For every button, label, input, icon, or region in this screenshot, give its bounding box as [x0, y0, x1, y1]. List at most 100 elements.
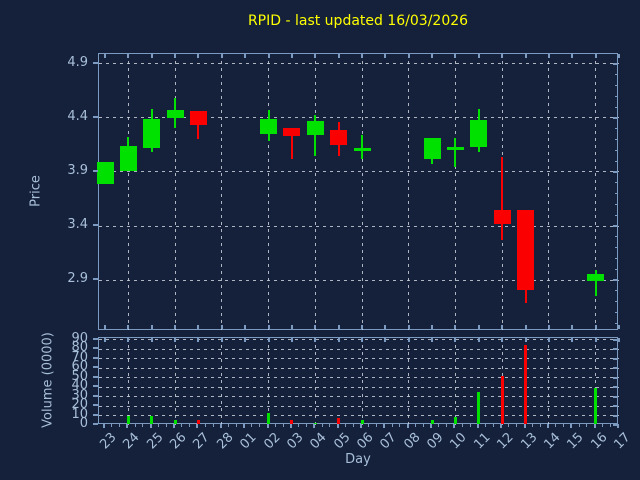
volume-major-tick-left — [93, 366, 98, 369]
day-tick-volume-top — [501, 338, 504, 342]
price-gridline — [99, 63, 619, 65]
price-minor-tick-right — [615, 117, 618, 119]
volume-bar — [173, 420, 177, 424]
x-tick-label: 02 — [260, 430, 284, 453]
day-minor-tick — [251, 424, 253, 427]
price-minor-tick-right — [615, 258, 618, 259]
price-vgridline — [127, 54, 129, 331]
price-minor-tick-right — [615, 236, 618, 238]
price-major-tick-left — [93, 278, 98, 281]
day-minor-tick — [298, 424, 300, 427]
day-minor-tick — [461, 424, 463, 427]
volume-major-tick-right — [613, 367, 618, 370]
day-tick-bottom — [314, 325, 317, 329]
chart-title: RPID - last updated 16/03/2026 — [247, 13, 469, 29]
day-tick-volume-bottom — [406, 424, 409, 428]
day-minor-tick — [391, 424, 393, 427]
day-tick-bottom — [197, 325, 200, 329]
day-tick-top — [290, 54, 293, 58]
candle-body — [330, 129, 348, 145]
day-tick-top — [244, 54, 247, 58]
volume-vgridline — [174, 338, 176, 425]
day-tick-bottom — [244, 325, 247, 329]
day-tick-top — [454, 54, 457, 58]
day-tick-volume-bottom — [103, 424, 105, 428]
volume-bar — [477, 391, 481, 424]
x-tick-label: 07 — [377, 430, 400, 453]
day-minor-tick — [376, 424, 378, 427]
day-minor-tick — [555, 424, 557, 427]
day-tick-volume-top — [220, 338, 223, 342]
candle-body — [119, 145, 137, 171]
volume-major-tick-right — [613, 357, 618, 360]
day-minor-tick — [158, 424, 159, 427]
volume-major-tick-left — [93, 423, 98, 425]
volume-major-tick-right — [613, 376, 618, 379]
day-tick-volume-top — [314, 338, 317, 342]
volume-plot-area — [98, 337, 620, 426]
day-tick-volume-top — [104, 338, 106, 342]
day-tick-top — [431, 54, 434, 58]
price-minor-tick-right — [615, 171, 618, 173]
volume-gridline — [99, 377, 619, 379]
price-tick-label: 3.9 — [67, 162, 88, 178]
day-minor-tick — [578, 424, 580, 427]
day-tick-volume-bottom — [476, 424, 479, 428]
day-tick-volume-bottom — [173, 424, 176, 428]
day-tick-volume-bottom — [430, 424, 433, 428]
day-tick-bottom — [104, 325, 106, 329]
volume-bar — [453, 417, 457, 424]
volume-major-tick-right — [613, 348, 618, 351]
volume-vgridline — [595, 338, 597, 425]
price-minor-tick-right — [615, 312, 618, 314]
day-tick-top — [594, 54, 597, 58]
price-vgridline — [221, 54, 223, 331]
day-minor-tick — [586, 424, 588, 427]
price-minor-tick-right — [615, 268, 618, 270]
day-tick-top — [220, 54, 223, 58]
price-minor-tick-right — [615, 160, 618, 162]
day-tick-bottom — [407, 325, 410, 329]
candle-body — [306, 121, 324, 136]
volume-tick-label: 20 — [71, 397, 88, 413]
x-tick-label: 24 — [120, 430, 143, 453]
candle-wick — [197, 111, 200, 140]
day-tick-volume-bottom — [266, 424, 269, 428]
day-tick-volume-bottom — [617, 424, 619, 428]
day-minor-tick — [165, 424, 167, 427]
day-minor-tick — [539, 424, 541, 427]
day-tick-top — [524, 54, 527, 58]
price-minor-tick-right — [615, 193, 618, 195]
volume-tick-label: 60 — [71, 359, 88, 375]
candle-body — [470, 120, 488, 148]
candle-body — [517, 209, 535, 290]
volume-tick-label: 0 — [79, 416, 88, 431]
day-minor-tick — [305, 424, 307, 427]
price-major-tick-left — [93, 224, 98, 227]
day-tick-bottom — [267, 325, 270, 329]
x-tick-label: 26 — [167, 430, 190, 453]
day-minor-tick — [485, 424, 487, 427]
day-tick-volume-top — [477, 338, 480, 342]
price-gridline — [99, 279, 619, 281]
volume-bar — [360, 420, 364, 424]
candle-wick — [454, 138, 457, 167]
day-tick-bottom — [594, 325, 597, 329]
volume-vgridline — [454, 338, 456, 425]
volume-major-tick-left — [93, 337, 98, 340]
day-tick-volume-bottom — [149, 424, 152, 428]
x-axis-label: Day — [345, 452, 371, 467]
day-minor-tick — [344, 424, 346, 427]
day-minor-tick — [469, 424, 471, 427]
day-minor-tick — [399, 424, 401, 427]
candle-body — [96, 162, 114, 184]
price-minor-tick-right — [615, 84, 618, 86]
candle-body — [283, 127, 301, 137]
price-gridline — [99, 225, 619, 227]
volume-gridline — [99, 396, 619, 398]
day-tick-volume-top — [197, 338, 200, 342]
day-minor-tick — [259, 424, 261, 427]
volume-bar — [430, 420, 434, 424]
candle-body — [143, 118, 161, 149]
day-minor-tick — [119, 424, 121, 427]
